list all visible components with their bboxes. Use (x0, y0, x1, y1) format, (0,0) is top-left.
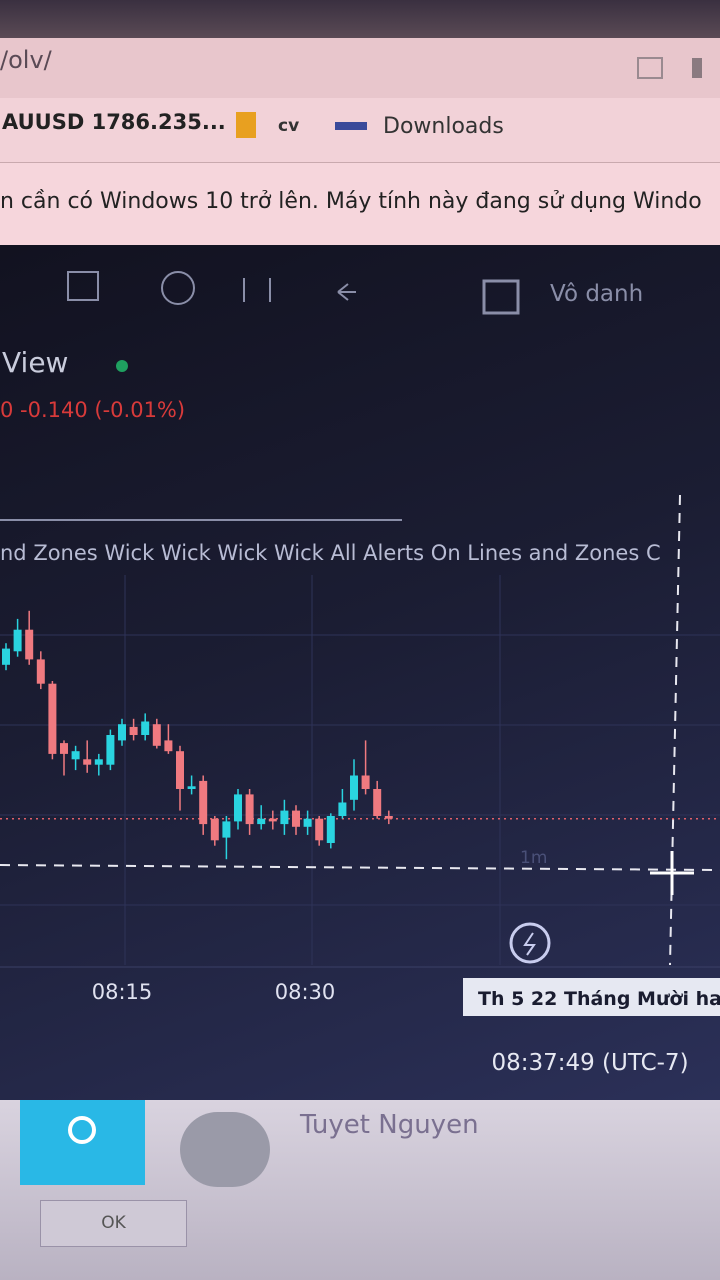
crosshair-h (0, 864, 720, 871)
candle-body (303, 818, 312, 827)
candle-body (257, 818, 266, 825)
candle-body (199, 780, 208, 825)
taskbar: Tuyet Nguyen OK (0, 1100, 720, 1280)
crosshair-v (669, 494, 681, 966)
candle-body (152, 724, 161, 746)
candle-body (13, 629, 22, 652)
price-change: 0 -0.140 (-0.01%) (0, 398, 185, 422)
user-name: Tuyet Nguyen (300, 1110, 479, 1140)
candle-body (94, 759, 103, 765)
address-bar[interactable]: /olv/ (0, 38, 720, 98)
user-label[interactable]: Vô danh (550, 281, 643, 307)
candle-body (234, 794, 242, 822)
avatar (180, 1112, 270, 1187)
candle-body (141, 721, 150, 735)
grid (0, 575, 720, 965)
gear-icon (68, 1116, 96, 1144)
bookmark-icon (236, 112, 256, 138)
candle-body (292, 810, 300, 827)
candle-body (245, 794, 254, 825)
study-legend: nd Zones Wick Wick Wick Wick All Alerts … (0, 541, 661, 565)
share-icons (637, 57, 702, 79)
bookmark[interactable]: Downloads (383, 114, 504, 139)
candle-body (350, 775, 358, 800)
bookmark[interactable]: cv (278, 116, 300, 136)
url: /olv/ (0, 46, 52, 74)
candle-body (384, 816, 393, 819)
bookmark-icon (335, 122, 367, 130)
candle-body (129, 726, 138, 735)
alert-icon[interactable] (509, 922, 551, 964)
candle-body (118, 724, 126, 741)
candle-body (25, 629, 34, 660)
candle-body (36, 659, 45, 684)
candle-body (326, 816, 335, 843)
candle-body (210, 818, 219, 841)
toolbar-icons (67, 271, 520, 315)
time-label: 08:30 (275, 980, 336, 1004)
candle-body (60, 743, 68, 754)
trading-app (0, 245, 720, 1100)
time-label: 08:15 (92, 980, 153, 1004)
candle-body (222, 821, 231, 838)
notice-text: n cần có Windows 10 trở lên. Máy tính nà… (0, 189, 702, 214)
chart-panel: Vô danh View 0 -0.140 (-0.01%) nd Zones … (0, 271, 720, 1076)
cursor (650, 851, 694, 895)
candle-body (280, 810, 289, 825)
candle-body (315, 818, 324, 841)
candle-body (176, 751, 184, 789)
candle-body (164, 740, 173, 752)
candle-body (373, 789, 382, 816)
symbol-title: View (2, 346, 68, 379)
candle-body (2, 648, 10, 665)
candle-body (83, 759, 92, 765)
status-dot (116, 360, 128, 372)
candle-body (71, 751, 80, 760)
notice-bar: n cần có Windows 10 trở lên. Máy tính nà… (0, 163, 720, 245)
settings-tile[interactable] (20, 1100, 145, 1185)
candle-body (338, 802, 347, 816)
candle-body (48, 683, 57, 754)
cursor-date: Th 5 22 Tháng Mười ha (478, 988, 720, 1010)
candle-body (106, 735, 115, 765)
candle-body (268, 818, 277, 822)
ok-button[interactable]: OK (40, 1200, 187, 1247)
bookmarks-bar: AUUSD 1786.235... cv Downloads (0, 98, 720, 163)
candle-body (361, 775, 370, 789)
alert-bolt (523, 932, 536, 956)
candle-body (187, 786, 196, 789)
interval-label: 1m (520, 848, 547, 868)
clock: 08:37:49 (UTC-7) (491, 1050, 688, 1076)
window-top (0, 0, 720, 38)
bookmark[interactable]: AUUSD 1786.235... (2, 110, 226, 134)
cursor-date-box (463, 978, 720, 1016)
